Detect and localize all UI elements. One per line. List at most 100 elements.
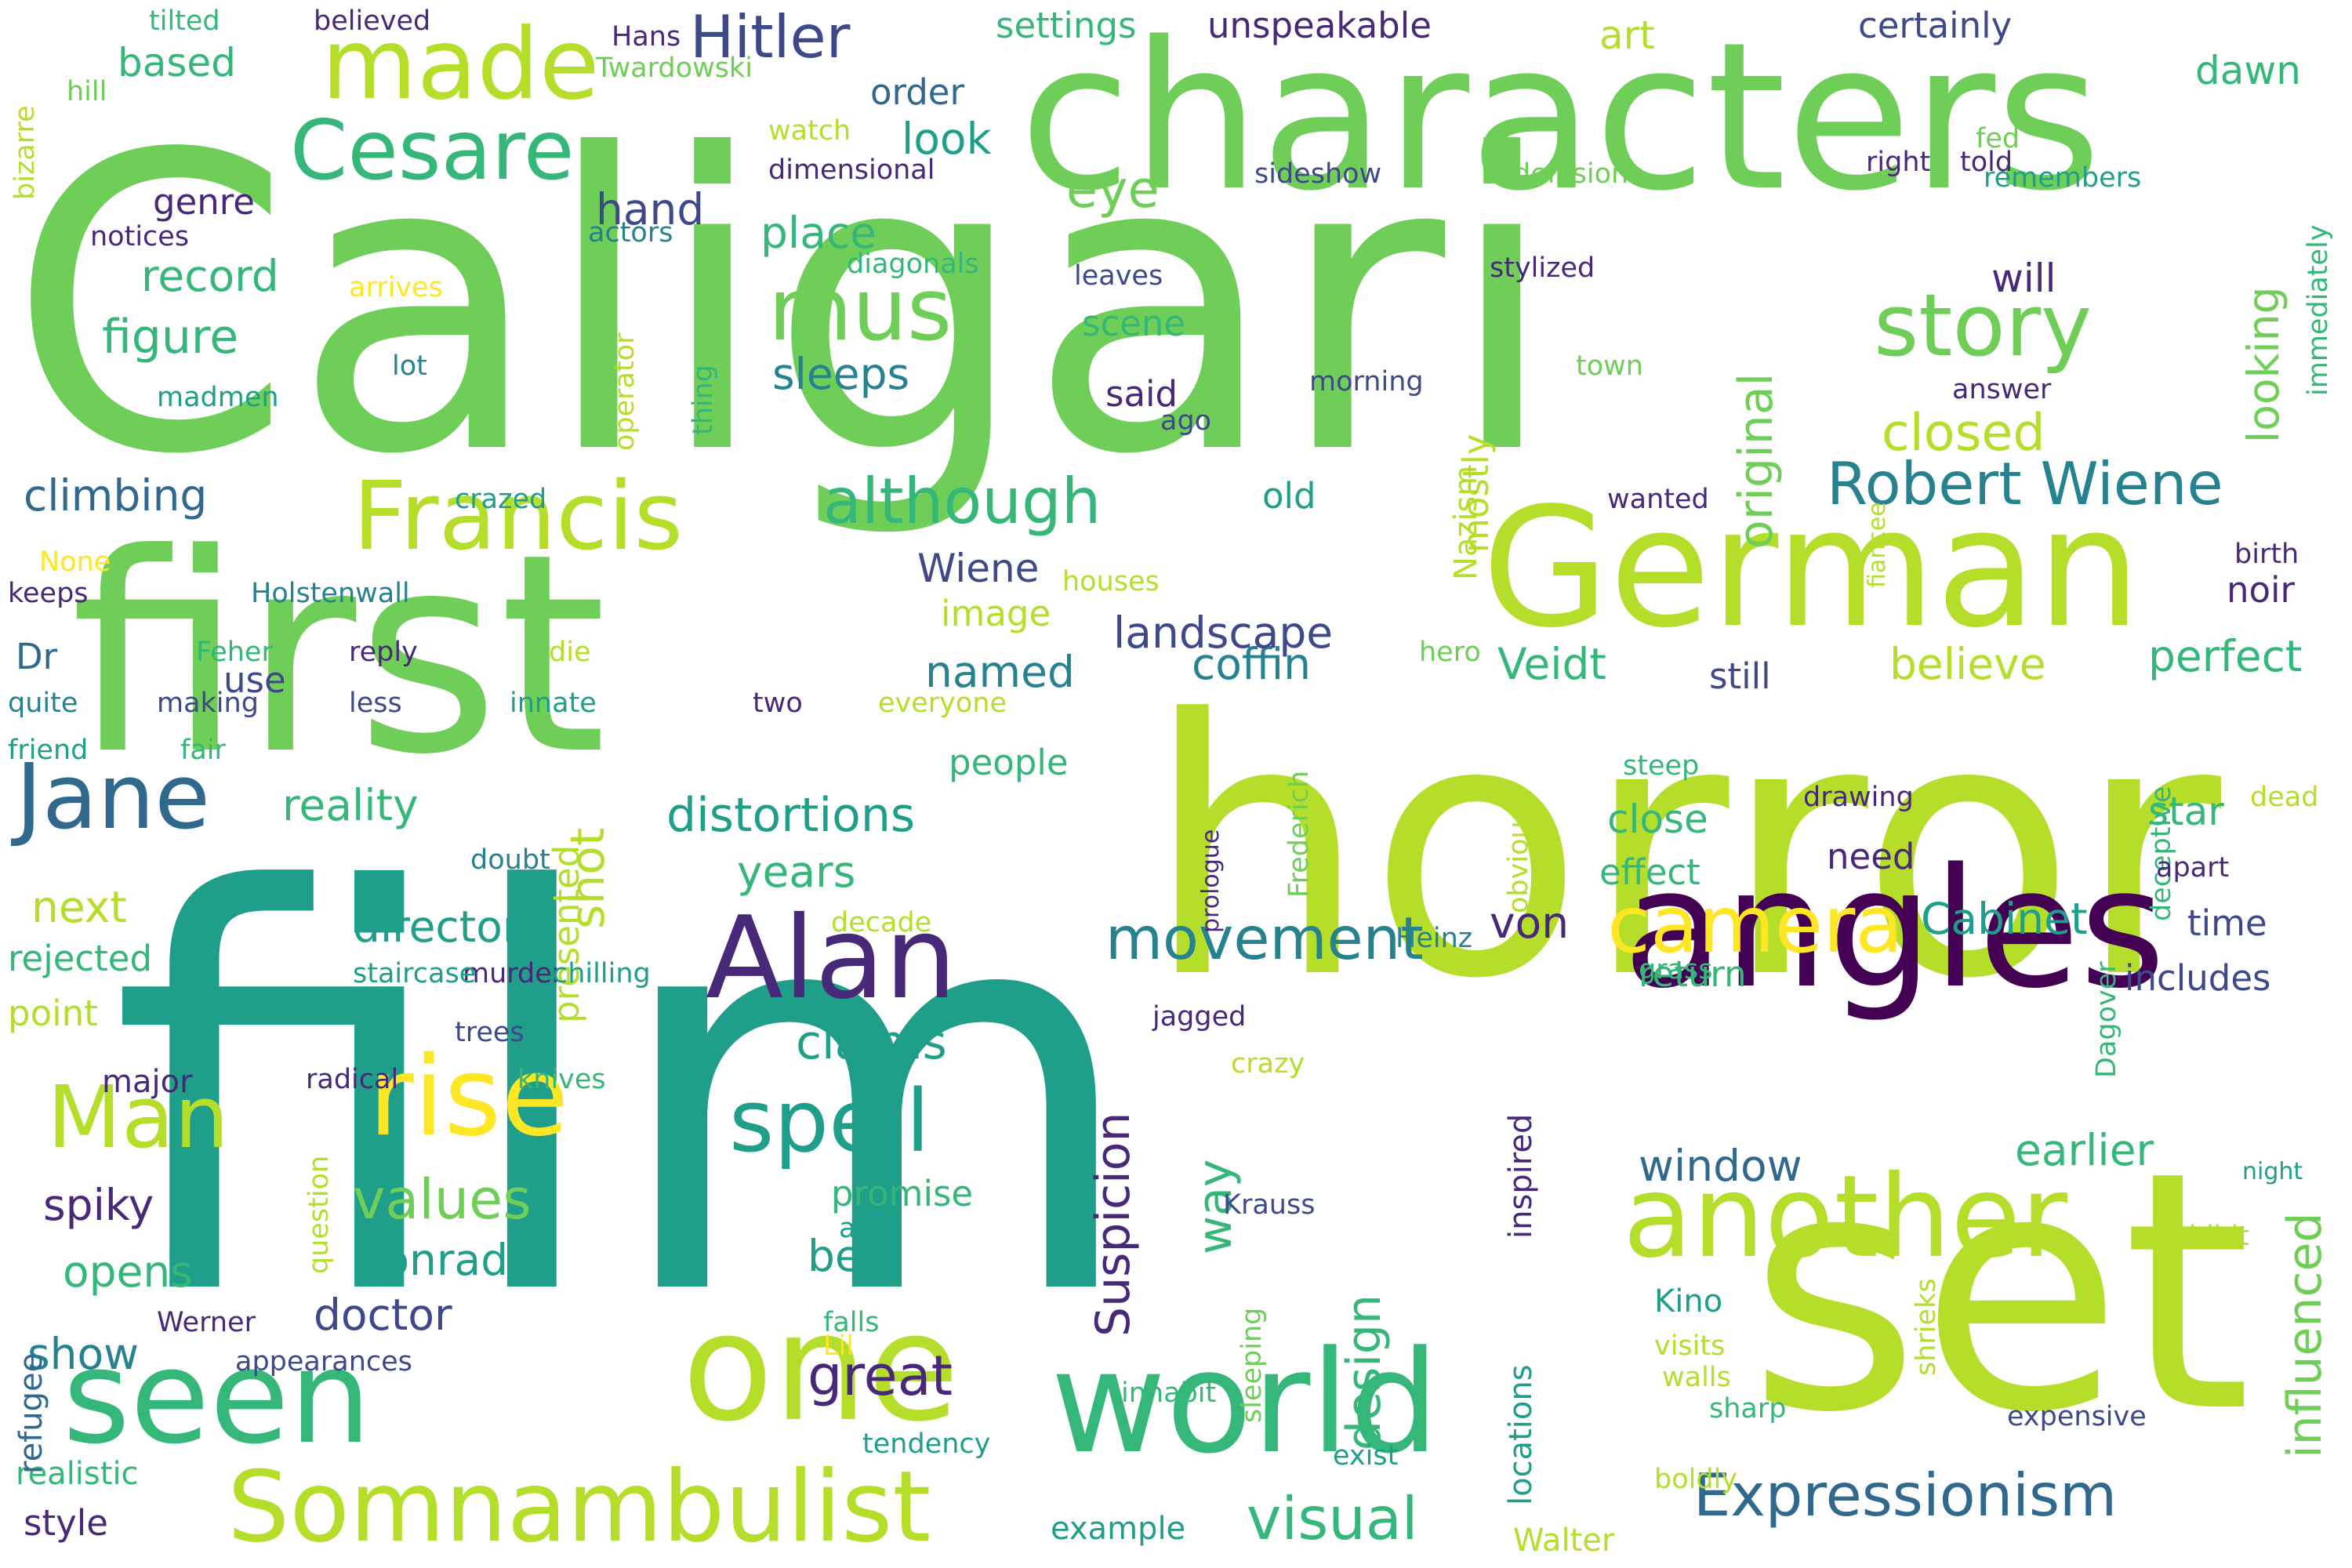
- word-1: film: [110, 778, 1143, 1417]
- word-76: order: [870, 71, 964, 113]
- word-85: close: [1607, 797, 1708, 842]
- word-128: obviously: [1503, 782, 1534, 913]
- word-38: eye: [1066, 161, 1160, 220]
- word-90: noir: [2227, 569, 2296, 611]
- word-148: friend: [8, 735, 89, 766]
- word-83: Wiene: [917, 546, 1040, 591]
- word-194: Lil: [823, 1330, 854, 1362]
- word-52: earlier: [2015, 1125, 2154, 1175]
- word-131: Dagover: [2091, 961, 2122, 1078]
- word-68: von: [1490, 898, 1570, 948]
- word-115: walls: [1662, 1362, 1731, 1393]
- word-129: Heinz: [1396, 923, 1473, 954]
- word-95: old: [1262, 475, 1316, 517]
- word-23: Man: [47, 1067, 230, 1167]
- word-6: set: [1748, 1102, 2252, 1485]
- word-81: genre: [153, 181, 255, 223]
- word-196: appearances: [235, 1346, 412, 1377]
- word-74: dawn: [2195, 48, 2301, 93]
- word-94: use: [223, 659, 286, 701]
- word-19: camera: [1607, 879, 1904, 971]
- word-33: design: [1337, 1294, 1392, 1450]
- word-191: sleeping: [1236, 1307, 1268, 1423]
- word-21: spell: [729, 1071, 930, 1171]
- word-13: Alan: [706, 892, 957, 1025]
- word-80: based: [118, 40, 236, 85]
- word-51: hand: [596, 184, 705, 234]
- word-87: time: [2187, 902, 2267, 944]
- word-26: Expressionism: [1693, 1461, 2118, 1530]
- word-143: two: [753, 688, 803, 719]
- word-138: murder: [463, 958, 564, 989]
- word-57: named: [925, 647, 1075, 697]
- word-165: ago: [1160, 405, 1212, 437]
- word-93: image: [941, 593, 1051, 634]
- word-117: night: [2242, 1158, 2303, 1185]
- word-103: inspired: [1503, 1113, 1539, 1239]
- word-123: dead: [2250, 782, 2319, 813]
- word-179: right: [1866, 147, 1931, 178]
- word-154: Feher: [196, 637, 273, 668]
- word-100: Nazism: [1448, 465, 1484, 580]
- word-16: made: [321, 8, 600, 122]
- word-45: figure: [102, 310, 239, 365]
- word-151: reply: [349, 637, 418, 668]
- word-62: opens: [63, 1247, 193, 1297]
- word-105: major: [102, 1064, 193, 1100]
- word-41: looking: [2238, 286, 2288, 443]
- word-20: story: [1874, 275, 2092, 376]
- word-174: diagonals: [847, 249, 979, 280]
- word-111: example: [1051, 1511, 1186, 1547]
- word-162: crazed: [455, 484, 547, 515]
- word-47: climbing: [24, 470, 208, 521]
- word-10: seen: [63, 1322, 372, 1472]
- word-136: jagged: [1152, 1001, 1247, 1033]
- word-195: tendency: [862, 1428, 991, 1460]
- word-189: asks: [839, 1213, 901, 1244]
- word-152: die: [549, 637, 591, 668]
- word-2: horror: [1145, 645, 2222, 1056]
- word-132: crazy: [1231, 1048, 1305, 1080]
- word-92: people: [949, 742, 1069, 783]
- word-109: realistic: [16, 1456, 139, 1492]
- word-14: Francis: [353, 463, 684, 572]
- word-97: scene: [1082, 303, 1186, 344]
- word-84: effect: [1599, 851, 1700, 893]
- word-7: German: [1482, 472, 2141, 664]
- word-155: Holstenwall: [251, 578, 410, 609]
- word-78: unspeakable: [1207, 5, 1432, 46]
- word-169: lot: [392, 350, 427, 382]
- word-61: show: [27, 1329, 140, 1379]
- word-60: spiky: [43, 1180, 154, 1230]
- word-192: falls: [823, 1307, 880, 1338]
- word-164: answer: [1952, 374, 2052, 405]
- word-199: boldly: [1654, 1464, 1738, 1495]
- word-181: remembers: [1984, 162, 2142, 194]
- word-22: must: [768, 260, 986, 360]
- word-36: influenced: [2278, 1212, 2332, 1458]
- word-71: presented: [546, 844, 587, 1023]
- word-133: radical: [306, 1064, 399, 1095]
- word-106: point: [8, 993, 98, 1034]
- word-29: values: [353, 1167, 532, 1232]
- word-135: Krauss: [1223, 1189, 1316, 1221]
- word-59: Conrad: [353, 1235, 509, 1285]
- word-107: rejected: [8, 938, 153, 979]
- word-3: first: [71, 495, 607, 815]
- word-88: includes: [2125, 957, 2271, 999]
- word-54: coffin: [1192, 639, 1311, 689]
- word-25: Robert Wiene: [1827, 449, 2223, 518]
- word-175: dimensional: [768, 154, 935, 186]
- word-180: told: [1960, 147, 2013, 178]
- word-99: stylized: [1490, 252, 1595, 284]
- word-75: art: [1599, 13, 1655, 58]
- word-167: thing: [688, 364, 719, 435]
- word-86: star: [2148, 789, 2224, 834]
- word-24: Hitler: [690, 2, 851, 71]
- word-183: Twardowski: [596, 53, 753, 84]
- word-73: will: [1991, 256, 2056, 301]
- word-176: watch: [768, 115, 851, 147]
- word-173: notices: [90, 221, 190, 252]
- word-134: knives: [517, 1064, 606, 1095]
- word-157: None: [39, 546, 111, 578]
